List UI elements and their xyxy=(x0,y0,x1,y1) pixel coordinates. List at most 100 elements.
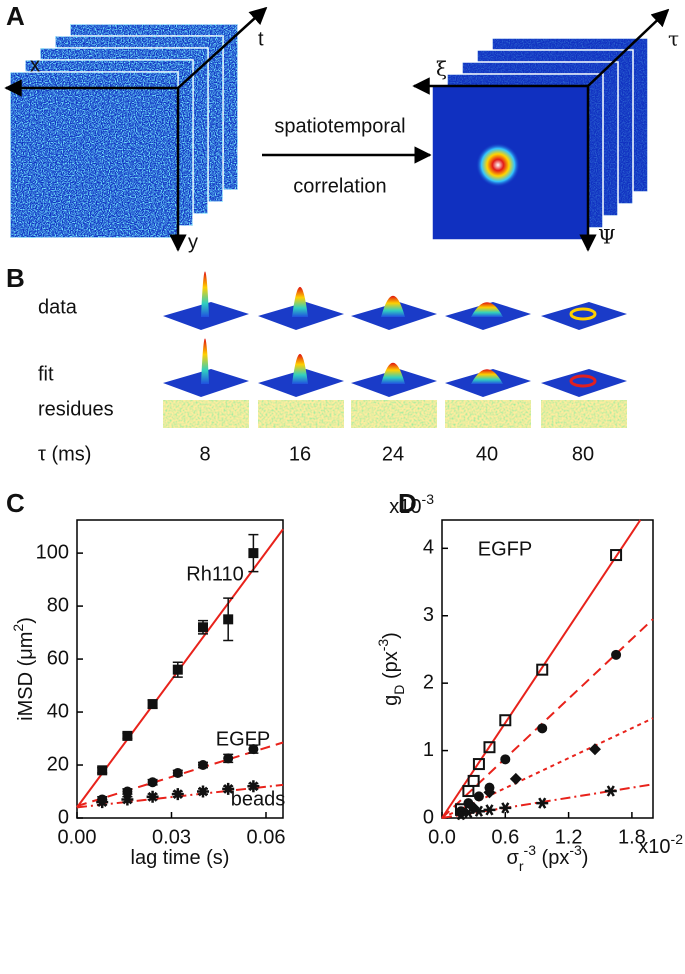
point xyxy=(499,802,512,814)
label-part: x10 xyxy=(389,496,421,518)
point xyxy=(247,780,260,793)
label-part: iMSD (μm xyxy=(15,632,37,721)
point xyxy=(147,777,158,788)
x-tick-label: 0.00 xyxy=(58,826,97,848)
point xyxy=(467,774,480,787)
surface-peak xyxy=(381,295,405,317)
surface-plate xyxy=(541,302,627,330)
point xyxy=(483,804,496,816)
point xyxy=(454,808,467,821)
x-tick-label: 0.06 xyxy=(247,826,286,848)
axis-name: y xyxy=(188,231,198,253)
row-label: fit xyxy=(38,363,54,385)
tau-value: 80 xyxy=(572,443,594,465)
surface-plate xyxy=(351,400,437,428)
plot-frame xyxy=(441,519,654,819)
point xyxy=(509,772,522,785)
label-part: ) xyxy=(380,632,402,639)
label-part: x10 xyxy=(638,836,670,858)
point xyxy=(197,760,208,771)
tau-value: 16 xyxy=(289,443,311,465)
surface-peak xyxy=(201,271,209,317)
label-part: ) xyxy=(582,847,589,869)
point xyxy=(536,797,549,809)
fit-line xyxy=(441,519,642,819)
y-axis-label: gD (px-3) xyxy=(375,632,407,706)
surface-ring xyxy=(569,307,597,321)
arrow-label: correlation xyxy=(293,175,386,197)
point xyxy=(147,699,158,710)
surface-plate xyxy=(258,400,344,428)
point xyxy=(610,549,623,562)
label-part: lag time (s) xyxy=(131,847,230,869)
label-part: (px xyxy=(380,651,402,684)
tau-value: 8 xyxy=(199,443,210,465)
label-part: r xyxy=(519,858,524,874)
surface-plate xyxy=(163,400,249,428)
y-tick-label: 80 xyxy=(47,594,69,616)
point xyxy=(537,723,548,734)
y-axis-label: iMSD (μm2) xyxy=(10,617,38,721)
point xyxy=(604,785,617,797)
point xyxy=(588,743,601,756)
axis-arrow xyxy=(587,8,670,87)
x-tick-label: 1.8 xyxy=(618,826,646,848)
axis-name: x xyxy=(30,54,40,76)
point xyxy=(122,786,133,797)
raw-image xyxy=(10,72,178,238)
panel-label: D xyxy=(398,488,417,518)
point xyxy=(248,548,259,559)
point xyxy=(197,622,208,633)
surface-ring xyxy=(569,374,597,388)
point xyxy=(223,614,234,625)
annotation: EGFP xyxy=(478,538,532,560)
row-label: residues xyxy=(38,398,114,420)
y-tick-label: 60 xyxy=(47,647,69,669)
point xyxy=(483,741,496,754)
row-label: data xyxy=(38,296,78,318)
surface-peak xyxy=(471,302,503,317)
y-tick-label: 20 xyxy=(47,753,69,775)
tau-value: 40 xyxy=(476,443,498,465)
axis-name: ξ xyxy=(436,57,447,81)
x-multiplier: x10-2 xyxy=(638,831,683,859)
annotation: Rh110 xyxy=(186,563,243,585)
correlation-peak xyxy=(476,143,520,187)
y-tick-label: 40 xyxy=(47,700,69,722)
point xyxy=(196,785,209,798)
point xyxy=(223,753,234,764)
label-part: -3 xyxy=(524,842,537,858)
surface-peak xyxy=(381,362,405,384)
point xyxy=(222,782,235,795)
label-part: g xyxy=(380,695,402,706)
label-part: -3 xyxy=(569,842,582,858)
axis-name: Ψ xyxy=(598,225,616,249)
x-tick-label: 1.2 xyxy=(555,826,583,848)
surface-peak xyxy=(292,353,308,384)
annotation: EGFP xyxy=(216,728,270,750)
y-tick-label: 3 xyxy=(423,604,434,626)
x-tick-label: 0.0 xyxy=(428,826,456,848)
label-part: σ xyxy=(507,847,520,869)
point xyxy=(248,744,259,755)
fit-line xyxy=(441,717,654,819)
surface-peak xyxy=(292,286,308,317)
y-tick-label: 4 xyxy=(423,537,434,559)
axis-name: t xyxy=(258,28,264,50)
point xyxy=(483,786,496,799)
point xyxy=(122,730,133,741)
surface-plate xyxy=(445,400,531,428)
label-part: (px xyxy=(536,847,569,869)
point xyxy=(472,805,485,817)
point xyxy=(172,767,183,778)
label-part: ) xyxy=(15,617,37,624)
point xyxy=(536,663,549,676)
axis-name: τ xyxy=(668,27,679,51)
label-part: -3 xyxy=(375,639,391,652)
surface-peak xyxy=(471,369,503,384)
surface-plate xyxy=(541,369,627,397)
plot-frame xyxy=(76,519,284,819)
point xyxy=(172,664,183,675)
arrow-label: spatiotemporal xyxy=(274,115,405,137)
